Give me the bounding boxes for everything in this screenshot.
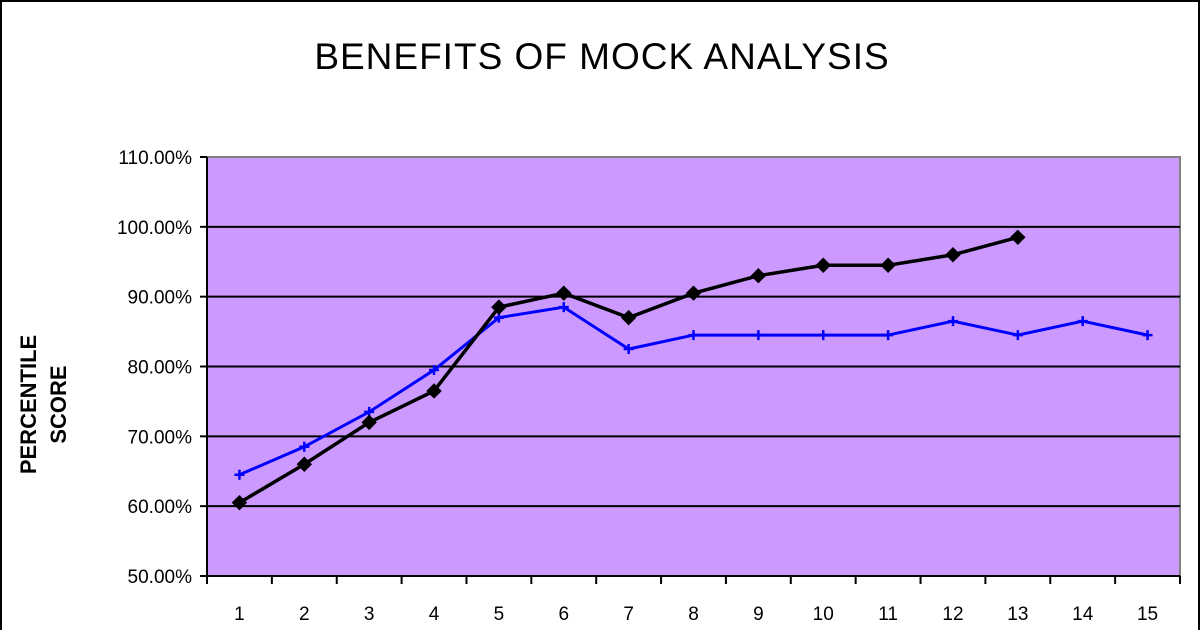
series-0	[234, 302, 1153, 480]
x-tick-label-3: 4	[429, 604, 440, 625]
y-axis-ticks: 50.00% 60.00% 70.00% 80.00% 90.00% 100.00% 110…	[117, 148, 207, 588]
series-1-point-0	[231, 494, 248, 511]
y-tick-label-4: 90.00%	[128, 288, 193, 309]
x-tick-label-8: 9	[753, 604, 764, 625]
series-0-point-11	[947, 316, 958, 327]
series-1-point-7	[685, 285, 702, 301]
series-0-point-10	[883, 330, 894, 341]
x-tick-label-14: 15	[1137, 604, 1158, 625]
series-0-point-5	[558, 302, 569, 313]
x-tick-label-5: 6	[558, 604, 569, 625]
x-tick-label-12: 13	[1007, 604, 1028, 625]
x-tick-label-9: 10	[813, 604, 834, 625]
x-axis-ticks: 1 2 3 4 5 6 7 8 9 10 11 12 13 14 15	[206, 576, 1181, 625]
series-0-point-12	[1012, 330, 1023, 341]
y-axis-label-line-1: PERCENTILE	[16, 335, 41, 474]
series-1-point-4	[491, 299, 507, 315]
y-axis-label: PERCENTILE SCORE	[16, 335, 71, 474]
x-tick-label-11: 12	[942, 604, 963, 625]
series-0-point-9	[818, 330, 829, 341]
series-1	[231, 229, 1026, 511]
y-tick-label-0: 50.00%	[128, 567, 193, 588]
series-0-point-0	[234, 469, 245, 480]
x-tick-label-4: 5	[494, 604, 505, 625]
x-tick-label-2: 3	[364, 604, 375, 625]
y-tick-label-1: 60.00%	[128, 497, 193, 518]
gridlines	[207, 225, 1180, 508]
y-axis-label-line-2: SCORE	[46, 365, 71, 443]
series-0-point-14	[1142, 330, 1153, 341]
series-0-point-1	[299, 441, 310, 452]
series-1-point-12	[1010, 229, 1026, 246]
x-tick-label-6: 7	[623, 604, 634, 625]
series-0-point-6	[623, 344, 634, 355]
series-1-point-5	[556, 285, 572, 301]
series-0-point-13	[1077, 316, 1088, 327]
series-1-point-10	[880, 257, 896, 273]
series-layer	[231, 229, 1153, 511]
series-1-point-3	[426, 383, 442, 399]
series-1-point-8	[750, 268, 767, 284]
y-tick-label-6: 110.00%	[118, 148, 192, 169]
series-0-point-3	[429, 364, 440, 375]
series-1-point-1	[296, 456, 313, 472]
chart-title: BENEFITS OF MOCK ANALYSIS	[314, 36, 890, 77]
x-tick-label-13: 14	[1072, 604, 1094, 625]
series-0-point-7	[688, 330, 699, 341]
series-1-point-9	[815, 257, 831, 273]
y-tick-label-2: 70.00%	[128, 427, 193, 448]
y-tick-label-5: 100.00%	[117, 218, 192, 239]
series-0-point-8	[753, 330, 764, 341]
y-tick-label-3: 80.00%	[128, 358, 193, 379]
x-tick-label-7: 8	[688, 604, 699, 625]
x-tick-label-10: 11	[878, 604, 898, 625]
series-1-point-6	[620, 309, 637, 326]
x-tick-label-1: 2	[299, 604, 310, 625]
series-1-point-11	[945, 247, 961, 263]
series-1-point-2	[361, 414, 377, 431]
x-tick-label-0: 1	[234, 604, 245, 625]
